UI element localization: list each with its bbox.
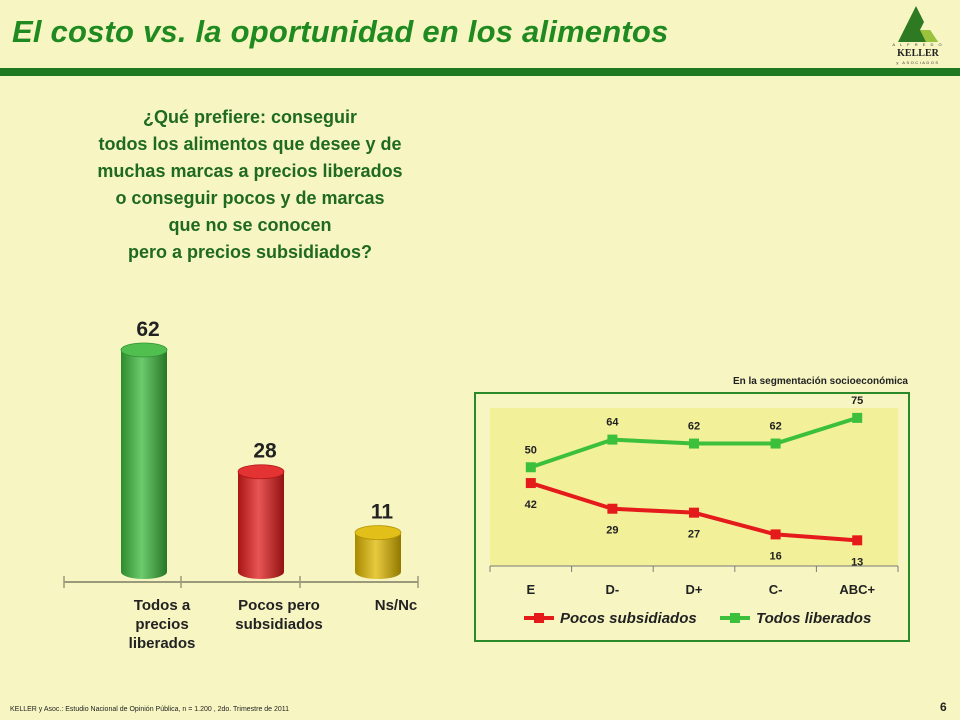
series-point bbox=[852, 412, 863, 423]
bar-category-label: Todos a bbox=[134, 597, 191, 614]
overall-bar-chart: 62 Todos a precios liberados 28 Pocos pero sub… bbox=[63, 318, 419, 652]
series-point bbox=[770, 438, 781, 449]
segment-line-svg: E D- D+ C- ABC+ 42 29 27 16 13 50 64 62 62 75 Pocos sub… bbox=[489, 395, 899, 627]
bar-cylinder bbox=[121, 350, 167, 579]
series-point bbox=[525, 478, 536, 489]
bar-category-label: subsidiados bbox=[235, 616, 323, 633]
question-line: ¿Qué prefiere: conseguir bbox=[142, 107, 358, 127]
bar-cylinder bbox=[238, 471, 284, 579]
series-point bbox=[770, 529, 781, 540]
logo-name: KELLER bbox=[897, 48, 939, 59]
point-value-label: 64 bbox=[606, 417, 619, 429]
segment-chart-caption: En la segmentación socioeconómica bbox=[732, 376, 908, 387]
x-tick-label: D- bbox=[606, 582, 620, 597]
point-value-label: 13 bbox=[851, 556, 863, 568]
point-value-label: 75 bbox=[851, 395, 863, 407]
bar-value-label: 62 bbox=[136, 318, 159, 341]
bar-value-label: 11 bbox=[371, 501, 394, 524]
bar-category-label: liberados bbox=[129, 635, 196, 652]
question-line: muchas marcas a precios liberados bbox=[97, 161, 403, 181]
point-value-label: 27 bbox=[688, 529, 700, 541]
point-value-label: 16 bbox=[769, 550, 781, 562]
page-title: El costo vs. la oportunidad en los alime… bbox=[12, 14, 669, 49]
bar-cylinder bbox=[355, 532, 401, 579]
question-line: pero a precios subsidiados? bbox=[127, 242, 373, 262]
title-divider bbox=[0, 68, 960, 76]
question-line: todos los alimentos que desee y de bbox=[98, 134, 402, 154]
series-point bbox=[607, 434, 618, 445]
series-point bbox=[525, 462, 536, 473]
legend-marker bbox=[534, 613, 544, 623]
legend-label: Todos liberados bbox=[756, 610, 871, 627]
logo-mountain-icon bbox=[898, 6, 938, 42]
logo-top-text: A L F R E D O bbox=[892, 42, 944, 47]
page-number: 6 bbox=[940, 700, 947, 714]
series-point bbox=[689, 507, 699, 518]
series-point bbox=[607, 503, 618, 514]
point-value-label: 50 bbox=[525, 444, 537, 456]
point-value-label: 62 bbox=[688, 421, 700, 433]
series-point bbox=[852, 535, 863, 546]
x-tick-label: ABC+ bbox=[839, 582, 875, 597]
point-value-label: 42 bbox=[525, 499, 537, 511]
bar-category-label: precios bbox=[135, 616, 188, 633]
bar-category-label: Pocos pero bbox=[238, 597, 320, 614]
legend-marker bbox=[730, 613, 740, 623]
survey-question: ¿Qué prefiere: conseguir todos los alime… bbox=[50, 104, 450, 266]
logo-sub-text: y ASOCIADOS bbox=[896, 60, 940, 65]
bar-cylinder-top bbox=[237, 464, 285, 480]
bar-cylinder-top bbox=[120, 342, 168, 358]
keller-logo: A L F R E D O KELLER y ASOCIADOS bbox=[890, 4, 946, 68]
x-tick-label: E bbox=[526, 582, 535, 597]
segment-line-chart: E D- D+ C- ABC+ 42 29 27 16 13 50 64 62 62 75 Pocos sub… bbox=[474, 392, 910, 642]
source-note: KELLER y Asoc.: Estudio Nacional de Opin… bbox=[10, 706, 290, 713]
bar-category-label: Ns/Nc bbox=[375, 597, 418, 614]
bar-value-label: 28 bbox=[253, 440, 277, 463]
bar-cylinder-top bbox=[354, 525, 402, 541]
x-tick-label: D+ bbox=[686, 582, 703, 597]
series-point bbox=[689, 438, 699, 449]
x-tick-label: C- bbox=[769, 582, 783, 597]
point-value-label: 62 bbox=[769, 421, 781, 433]
question-line: o conseguir pocos y de marcas bbox=[115, 188, 385, 208]
point-value-label: 29 bbox=[606, 525, 618, 537]
question-line: que no se conocen bbox=[168, 215, 332, 235]
legend-label: Pocos subsidiados bbox=[560, 610, 697, 627]
